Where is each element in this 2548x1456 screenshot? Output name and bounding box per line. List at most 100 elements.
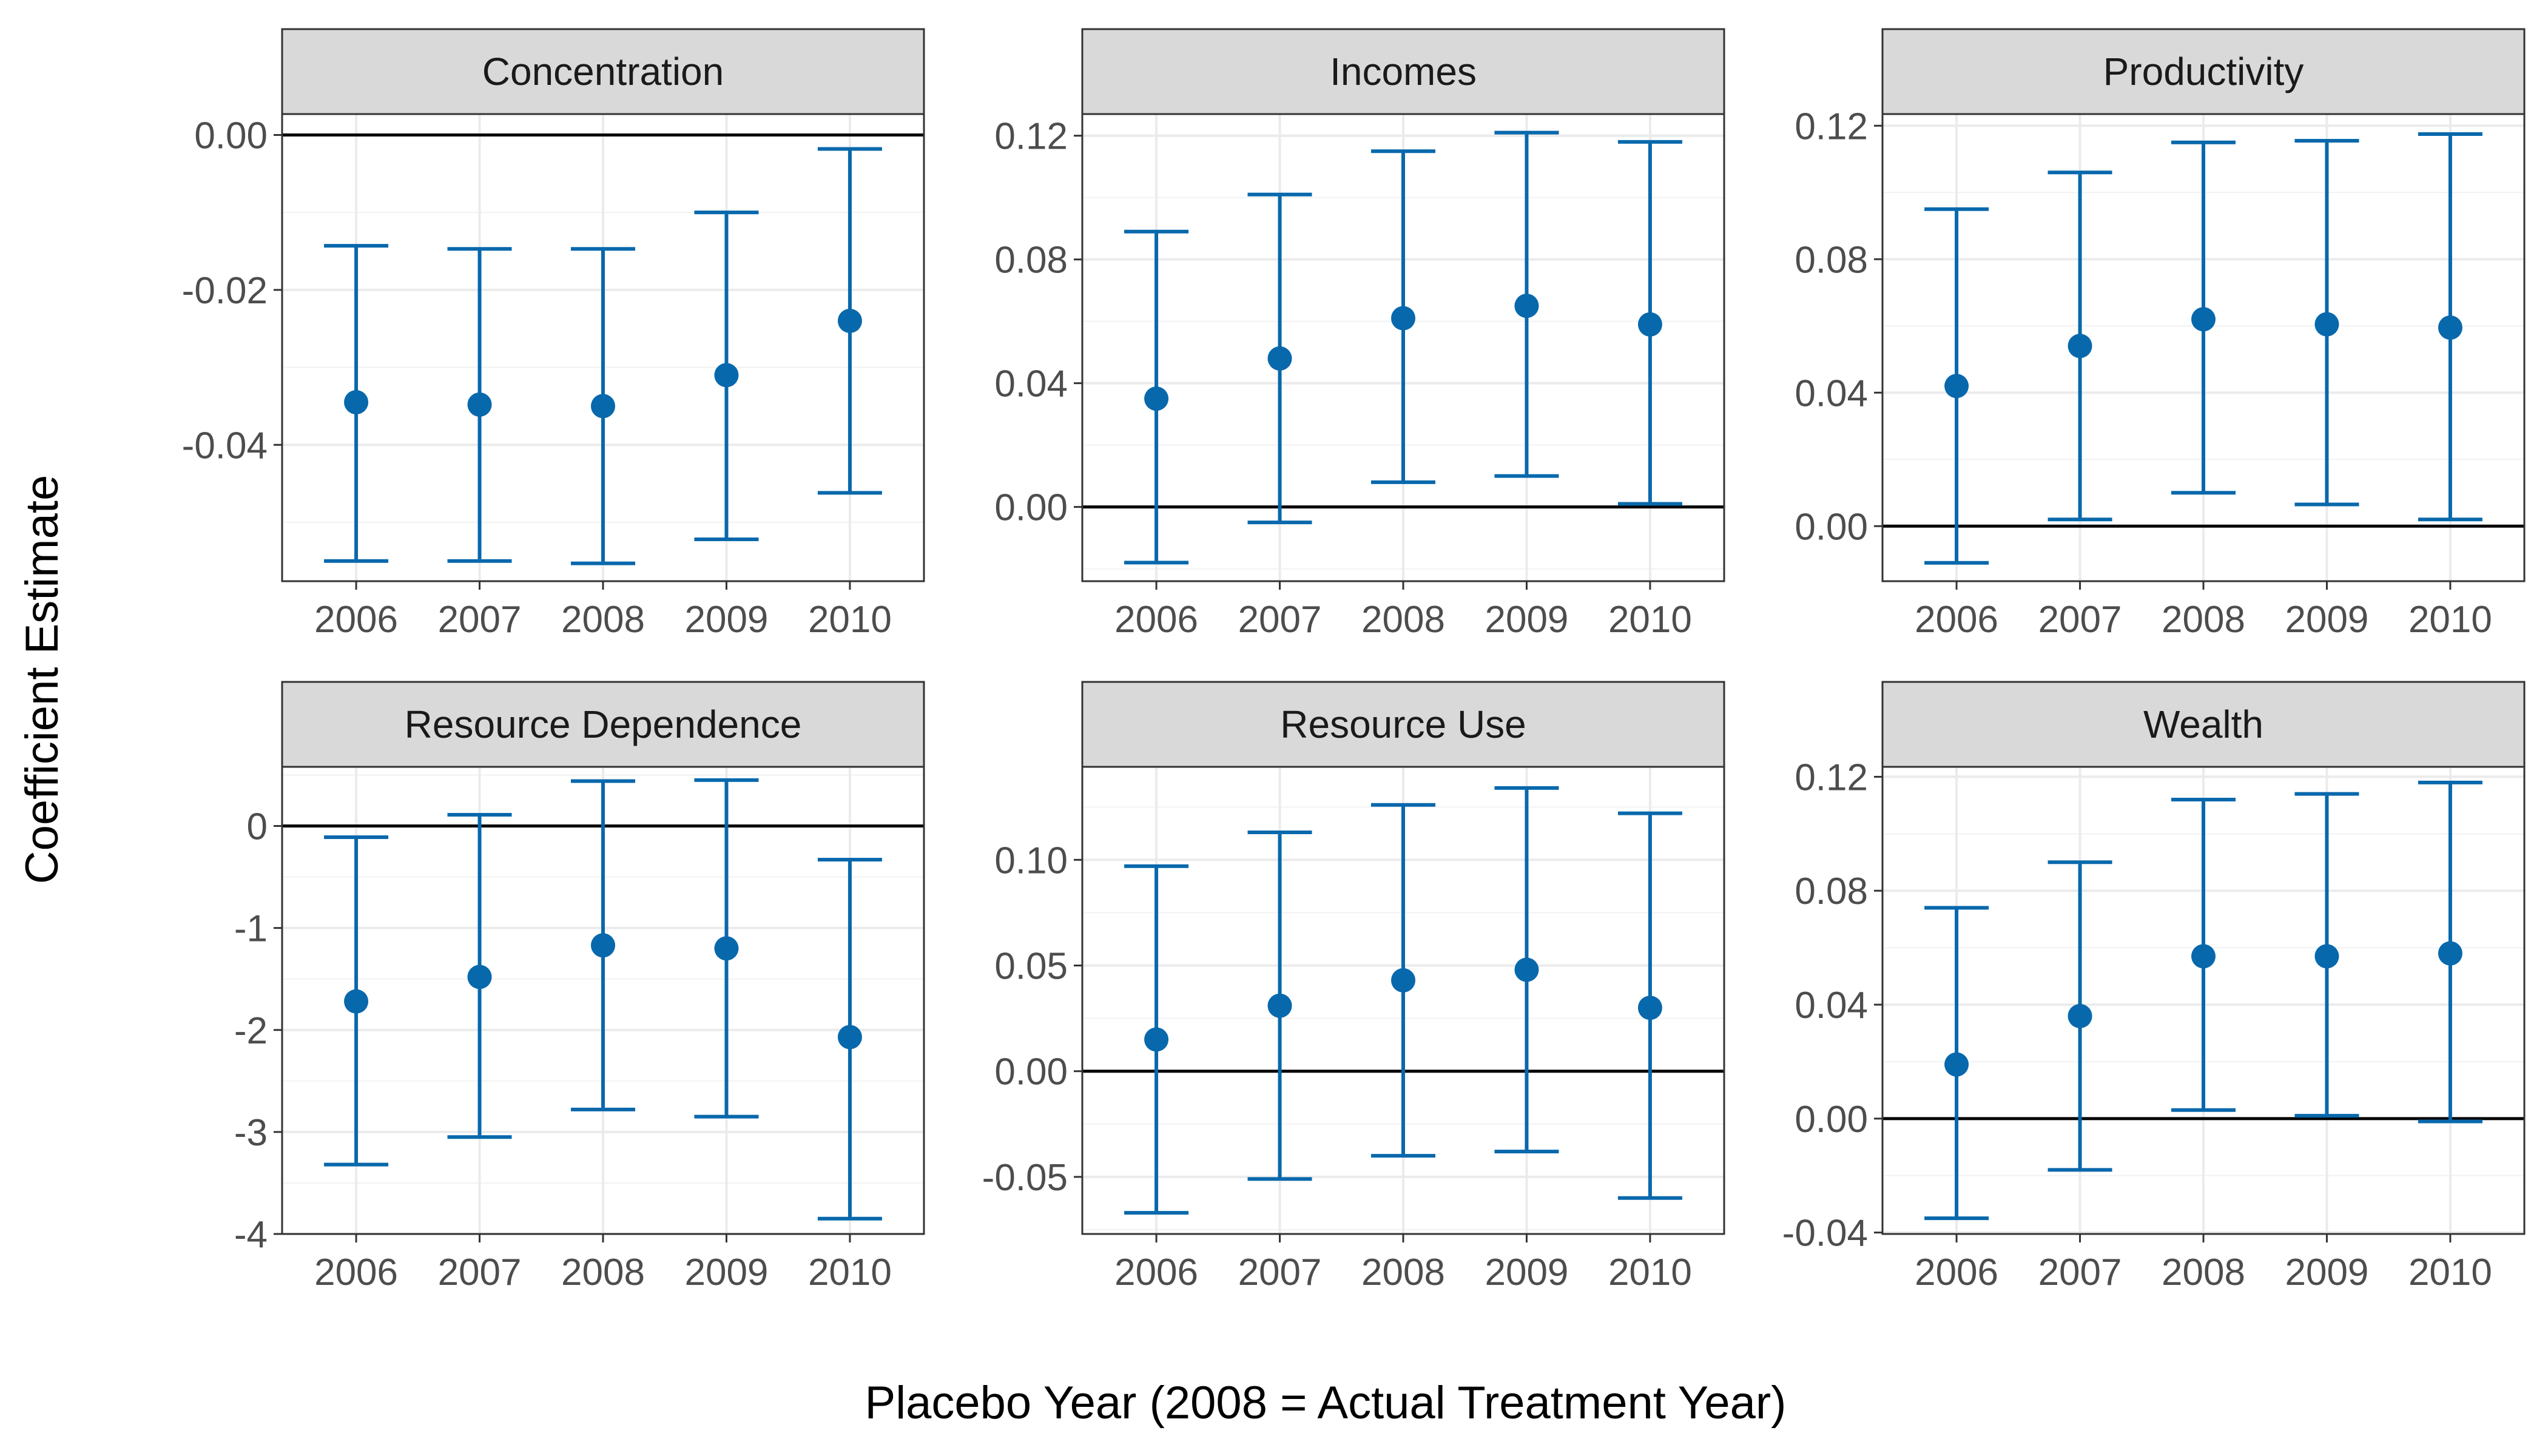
x-tick-label: 2006: [314, 599, 398, 641]
x-tick-label: 2010: [1608, 1252, 1692, 1293]
data-point: [467, 965, 492, 989]
data-point: [1391, 968, 1415, 993]
facet-title: Incomes: [1330, 50, 1477, 93]
x-axis-title: Placebo Year (2008 = Actual Treatment Ye…: [865, 1377, 1787, 1429]
x-tick-label: 2007: [438, 1252, 522, 1293]
data-point: [837, 308, 862, 333]
data-point: [591, 394, 615, 419]
y-tick-label: 0.08: [994, 240, 1068, 281]
y-tick-label: 0.12: [994, 116, 1068, 158]
y-tick-label: 0.04: [1795, 372, 1868, 414]
y-tick-label: -3: [234, 1112, 268, 1154]
data-point: [344, 989, 369, 1014]
y-tick-label: -0.04: [1782, 1213, 1868, 1255]
data-point: [2438, 315, 2462, 340]
x-tick-label: 2008: [2162, 599, 2245, 641]
y-tick-label: 0.12: [1795, 106, 1868, 147]
data-point: [2068, 1003, 2092, 1028]
facet-strip: [281, 28, 925, 115]
x-tick-label: 2008: [2162, 1252, 2245, 1293]
y-tick-label: 0.05: [994, 946, 1068, 988]
y-tick-label: -0.02: [182, 270, 268, 312]
data-point: [591, 933, 615, 958]
y-tick-label: 0.00: [1795, 1099, 1868, 1141]
data-point: [1391, 306, 1415, 331]
data-point: [714, 936, 739, 961]
x-tick-label: 2006: [1114, 1252, 1198, 1293]
data-point: [2314, 944, 2339, 969]
data-point: [1514, 294, 1539, 318]
x-tick-label: 2006: [314, 1252, 398, 1293]
data-point: [1637, 996, 1662, 1020]
facet-title: Resource Dependence: [405, 703, 802, 746]
y-tick-label: 0.00: [994, 487, 1068, 529]
data-point: [344, 390, 369, 415]
facet-panel: Resource Dependence 0 -1 -2 -3 -4 2006 2007 2008…: [234, 681, 925, 1293]
x-tick-label: 2009: [684, 1252, 768, 1293]
x-tick-label: 2009: [2285, 1252, 2368, 1293]
y-tick-label: 0.10: [994, 840, 1068, 881]
data-point: [1944, 374, 1969, 399]
y-tick-label: 0.00: [194, 115, 268, 157]
x-tick-label: 2006: [1114, 599, 1198, 641]
x-tick-label: 2010: [2408, 599, 2492, 641]
y-tick-label: 0.08: [1795, 239, 1868, 281]
data-point: [1514, 957, 1539, 982]
x-tick-label: 2010: [808, 1252, 892, 1293]
y-tick-label: -0.04: [182, 425, 268, 467]
data-point: [1267, 993, 1292, 1018]
y-tick-label: -1: [234, 908, 268, 950]
x-tick-label: 2007: [2038, 1252, 2122, 1293]
x-tick-label: 2007: [438, 599, 522, 641]
data-point: [467, 392, 492, 417]
facet-panels: Concentration 0.00 -0.02 -0.04 2006 2007 2008 2…: [182, 28, 2526, 1293]
facet-title: Concentration: [482, 50, 724, 93]
facet-panel: Resource Use -0.05 0.00 0.05 0.10 2006 2007 200…: [982, 681, 1725, 1293]
x-tick-label: 2009: [1485, 1252, 1568, 1293]
facet-strip: [1881, 681, 2526, 768]
facet-title: Resource Use: [1280, 703, 1526, 746]
x-tick-label: 2008: [1361, 599, 1445, 641]
x-tick-label: 2007: [2038, 599, 2122, 641]
data-point: [2068, 334, 2092, 359]
data-point: [2438, 941, 2462, 966]
x-tick-label: 2010: [2408, 1252, 2492, 1293]
y-axis-title: Coefficient Estimate: [16, 475, 68, 884]
data-point: [2191, 307, 2216, 332]
y-tick-label: -0.05: [982, 1157, 1068, 1199]
x-tick-label: 2007: [1238, 599, 1322, 641]
x-tick-label: 2007: [1238, 1252, 1322, 1293]
data-point: [1144, 1027, 1169, 1052]
x-tick-label: 2010: [808, 599, 892, 641]
y-tick-label: 0.04: [994, 363, 1068, 405]
y-tick-label: 0.08: [1795, 871, 1868, 912]
x-tick-label: 2006: [1915, 599, 1998, 641]
facet-title: Productivity: [2103, 50, 2304, 93]
y-tick-label: 0.00: [994, 1051, 1068, 1093]
x-tick-label: 2008: [561, 1252, 645, 1293]
facet-strip: [1881, 28, 2526, 115]
x-tick-label: 2006: [1915, 1252, 1998, 1293]
facet-title: Wealth: [2143, 703, 2263, 746]
data-point: [1267, 346, 1292, 371]
facet-panel: Incomes 0.00 0.04 0.08 0.12 2006 2007 2008 2009 2…: [994, 28, 1725, 641]
data-point: [1944, 1052, 1969, 1077]
y-tick-label: 0.04: [1795, 985, 1868, 1026]
data-point: [2191, 944, 2216, 969]
x-tick-label: 2009: [684, 599, 768, 641]
data-point: [2314, 312, 2339, 337]
y-tick-label: -2: [234, 1010, 268, 1052]
x-tick-label: 2008: [1361, 1252, 1445, 1293]
y-tick-label: 0.12: [1795, 757, 1868, 798]
data-point: [1144, 386, 1169, 411]
data-point: [1637, 312, 1662, 337]
facet-strip: [281, 681, 925, 768]
y-tick-label: 0: [247, 806, 268, 848]
facet-panel: Productivity 0.00 0.04 0.08 0.12 2006 2007 2008…: [1795, 28, 2526, 641]
data-point: [714, 363, 739, 388]
facet-panel: Concentration 0.00 -0.02 -0.04 2006 2007 2008 2…: [182, 28, 925, 641]
x-tick-label: 2008: [561, 599, 645, 641]
x-tick-label: 2009: [2285, 599, 2368, 641]
x-tick-label: 2009: [1485, 599, 1568, 641]
